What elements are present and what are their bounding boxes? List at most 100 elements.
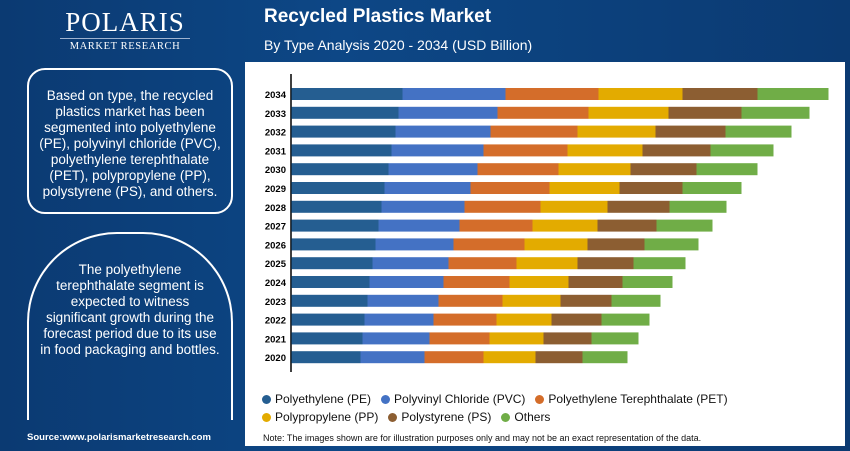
bar-segment-polypropylene-pp xyxy=(558,163,631,176)
bar-segment-others xyxy=(669,200,727,213)
bar-segment-polyethylene-pe xyxy=(291,219,379,232)
bar-segment-polyethylene-pe xyxy=(291,294,368,307)
bar-segment-polyethylene-terephthalate-pet xyxy=(438,294,503,307)
bar-segment-others xyxy=(696,163,758,176)
bar-segment-polyethylene-terephthalate-pet xyxy=(443,276,510,288)
bar-segment-polyethylene-terephthalate-pet xyxy=(483,144,568,157)
bar-segment-polystyrene-ps xyxy=(607,200,670,213)
legend-dot-icon xyxy=(381,394,391,404)
bar-segment-polypropylene-pp xyxy=(483,351,536,364)
bar-segment-polyvinyl-chloride-pvc xyxy=(388,163,478,176)
bar-segment-polypropylene-pp xyxy=(577,125,656,138)
legend-label: Polyvinyl Chloride (PVC) xyxy=(394,392,526,406)
bar-segment-polyethylene-terephthalate-pet xyxy=(505,88,599,100)
legend-item: Others xyxy=(501,410,550,424)
legend-item: Polyvinyl Chloride (PVC) xyxy=(381,392,525,406)
legend-dot-icon xyxy=(262,394,271,404)
y-tick-label: 2021 xyxy=(265,334,287,345)
bar-segment-polyvinyl-chloride-pvc xyxy=(398,106,498,119)
y-tick-label: 2024 xyxy=(265,278,287,289)
bar-segment-polyethylene-terephthalate-pet xyxy=(470,182,550,194)
bar-segment-polyethylene-pe xyxy=(291,351,361,364)
bar-segment-polystyrene-ps xyxy=(682,88,758,100)
bar-segment-others xyxy=(741,106,810,119)
bar-segment-polystyrene-ps xyxy=(568,276,623,288)
bar-segment-polyvinyl-chloride-pvc xyxy=(360,351,425,364)
bar-segment-polyethylene-pe xyxy=(291,125,396,138)
bar-segment-polyethylene-terephthalate-pet xyxy=(433,313,497,326)
bar-segment-polystyrene-ps xyxy=(619,182,683,194)
y-tick-label: 2025 xyxy=(265,259,287,270)
bar-segment-polyvinyl-chloride-pvc xyxy=(362,332,430,345)
bar-segment-others xyxy=(644,238,699,251)
legend-dot-icon xyxy=(262,412,271,422)
y-tick-label: 2020 xyxy=(265,353,286,364)
bar-segment-others xyxy=(757,88,829,100)
bar-segment-polystyrene-ps xyxy=(577,257,634,270)
legend-item: Polystyrene (PS) xyxy=(388,410,491,424)
bar-segment-polypropylene-pp xyxy=(524,238,588,251)
bar-segment-polyethylene-pe xyxy=(291,182,385,194)
y-tick-label: 2028 xyxy=(265,203,286,214)
bar-segment-polyvinyl-chloride-pvc xyxy=(391,144,484,157)
legend: Polyethylene (PE) Polyvinyl Chloride (PVC… xyxy=(262,390,842,426)
bar-segment-polyethylene-terephthalate-pet xyxy=(490,125,578,138)
y-tick-label: 2033 xyxy=(265,109,286,120)
y-tick-label: 2027 xyxy=(265,222,286,233)
bar-segment-polyvinyl-chloride-pvc xyxy=(395,125,491,138)
stacked-bar-chart: 2034 2033 2032 2031 2030 2029 2028 2027 2026 2025… xyxy=(265,74,829,372)
bar-segment-polyethylene-terephthalate-pet xyxy=(459,219,533,232)
bar-segment-polyvinyl-chloride-pvc xyxy=(381,200,465,213)
legend-label: Polyethylene (PE) xyxy=(275,392,372,406)
bar-segment-others xyxy=(591,332,639,345)
legend-label: Polypropylene (PP) xyxy=(275,410,379,424)
bar-segment-polystyrene-ps xyxy=(535,351,583,364)
y-tick-label: 2022 xyxy=(265,316,286,327)
bar-segment-polyvinyl-chloride-pvc xyxy=(375,238,454,251)
logo-subtitle: MARKET RESEARCH xyxy=(69,41,181,52)
bar-segment-polypropylene-pp xyxy=(549,182,620,194)
bar-segment-polyethylene-pe xyxy=(291,88,403,100)
y-tick-label: 2031 xyxy=(265,146,287,157)
bar-segment-polystyrene-ps xyxy=(587,238,645,251)
bar-segment-polyvinyl-chloride-pvc xyxy=(384,182,471,194)
bar-segment-polyethylene-pe xyxy=(291,332,363,345)
y-tick-label: 2023 xyxy=(265,297,286,308)
bar-segment-polyvinyl-chloride-pvc xyxy=(402,88,506,100)
legend-item: Polyethylene Terephthalate (PET) xyxy=(535,392,728,406)
bar-segment-polyethylene-terephthalate-pet xyxy=(464,200,541,213)
bar-segment-polyethylene-pe xyxy=(291,144,392,157)
bar-segment-polyethylene-pe xyxy=(291,163,389,176)
bar-segment-others xyxy=(601,313,650,326)
bar-segment-others xyxy=(710,144,774,157)
y-tick-label: 2030 xyxy=(265,165,286,176)
chart-title: Recycled Plastics Market xyxy=(264,6,492,27)
bar-segment-others xyxy=(611,294,661,307)
legend-item: Polyethylene (PE) xyxy=(262,392,371,406)
source-text: Source:www.polarismarketresearch.com xyxy=(27,432,211,443)
bar-segment-polyethylene-pe xyxy=(291,238,376,251)
y-tick-label: 2029 xyxy=(265,184,286,195)
legend-dot-icon xyxy=(501,412,511,422)
bar-segment-others xyxy=(682,182,742,194)
bar-segment-polyvinyl-chloride-pvc xyxy=(364,313,434,326)
bar-segment-polystyrene-ps xyxy=(642,144,711,157)
bar-segment-polystyrene-ps xyxy=(630,163,697,176)
bar-segment-polyvinyl-chloride-pvc xyxy=(369,276,444,288)
bar-segment-polypropylene-pp xyxy=(516,257,578,270)
bar-segment-others xyxy=(622,276,673,288)
segmentation-text-box: Based on type, the recycled plastics mar… xyxy=(27,68,233,214)
bar-segment-polyethylene-terephthalate-pet xyxy=(448,257,517,270)
bar-segment-polyvinyl-chloride-pvc xyxy=(372,257,449,270)
bar-segment-polystyrene-ps xyxy=(597,219,657,232)
bar-segment-polyethylene-terephthalate-pet xyxy=(429,332,490,345)
bar-segment-polypropylene-pp xyxy=(567,144,643,157)
bar-segment-polyethylene-pe xyxy=(291,276,370,288)
bar-segment-polypropylene-pp xyxy=(496,313,552,326)
bar-segment-others xyxy=(656,219,713,232)
y-tick-label: 2026 xyxy=(265,240,286,251)
bar-segment-polyvinyl-chloride-pvc xyxy=(367,294,439,307)
logo-name: POLARIS xyxy=(65,7,185,37)
bar-segment-polyethylene-pe xyxy=(291,313,365,326)
